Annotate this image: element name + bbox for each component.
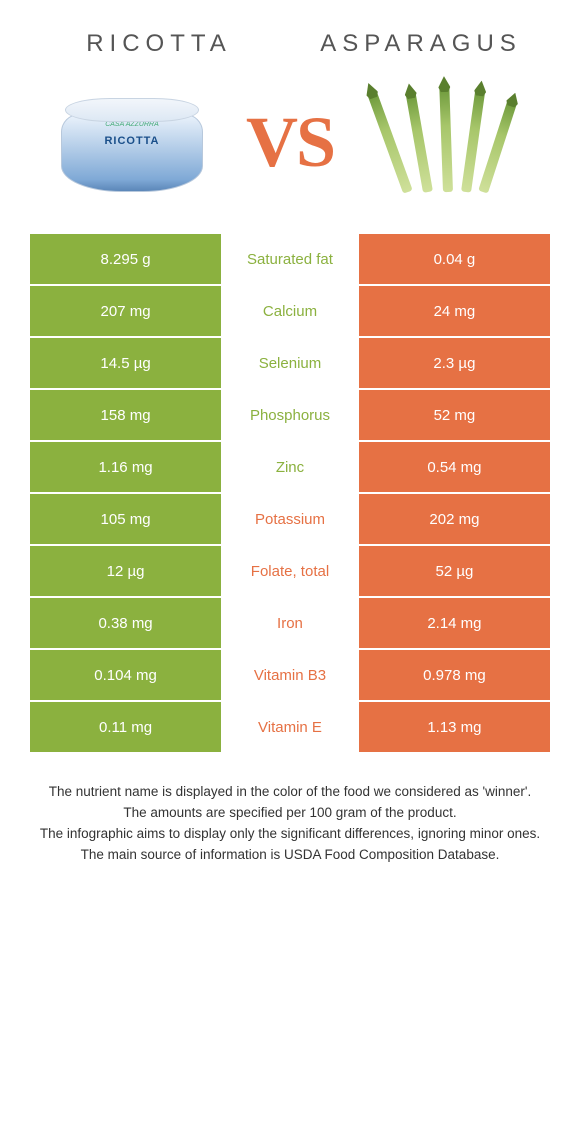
value-right: 0.04 g — [358, 233, 551, 285]
tub-label: RICOTTA — [62, 135, 202, 147]
nutrient-name: Potassium — [222, 493, 358, 545]
value-left: 158 mg — [29, 389, 222, 441]
table-row: 0.104 mgVitamin B30.978 mg — [29, 649, 551, 701]
value-left: 8.295 g — [29, 233, 222, 285]
value-left: 0.11 mg — [29, 701, 222, 753]
table-row: 0.11 mgVitamin E1.13 mg — [29, 701, 551, 753]
value-right: 2.14 mg — [358, 597, 551, 649]
nutrient-name: Vitamin E — [222, 701, 358, 753]
asparagus-image — [344, 82, 552, 202]
footer-line: The amounts are specified per 100 gram o… — [32, 803, 548, 824]
nutrient-name: Selenium — [222, 337, 358, 389]
nutrient-name: Folate, total — [222, 545, 358, 597]
nutrient-name: Iron — [222, 597, 358, 649]
footer-notes: The nutrient name is displayed in the co… — [28, 782, 552, 866]
table-row: 105 mgPotassium202 mg — [29, 493, 551, 545]
value-right: 52 mg — [358, 389, 551, 441]
table-row: 1.16 mgZinc0.54 mg — [29, 441, 551, 493]
nutrient-name: Calcium — [222, 285, 358, 337]
table-row: 207 mgCalcium24 mg — [29, 285, 551, 337]
nutrient-name: Saturated fat — [222, 233, 358, 285]
title-left: RICOTTA — [28, 30, 290, 58]
value-right: 52 µg — [358, 545, 551, 597]
value-left: 12 µg — [29, 545, 222, 597]
table-row: 14.5 µgSelenium2.3 µg — [29, 337, 551, 389]
value-right: 2.3 µg — [358, 337, 551, 389]
vs-label: VS — [246, 101, 334, 184]
footer-line: The infographic aims to display only the… — [32, 824, 548, 845]
value-right: 0.978 mg — [358, 649, 551, 701]
title-right: ASPARAGUS — [290, 30, 552, 58]
value-left: 14.5 µg — [29, 337, 222, 389]
nutrient-name: Zinc — [222, 441, 358, 493]
footer-line: The nutrient name is displayed in the co… — [32, 782, 548, 803]
value-right: 1.13 mg — [358, 701, 551, 753]
value-right: 24 mg — [358, 285, 551, 337]
table-row: 158 mgPhosphorus52 mg — [29, 389, 551, 441]
nutrient-name: Vitamin B3 — [222, 649, 358, 701]
table-row: 12 µgFolate, total52 µg — [29, 545, 551, 597]
footer-line: The main source of information is USDA F… — [32, 845, 548, 866]
value-left: 0.38 mg — [29, 597, 222, 649]
nutrient-name: Phosphorus — [222, 389, 358, 441]
table-row: 8.295 gSaturated fat0.04 g — [29, 233, 551, 285]
table-body: 8.295 gSaturated fat0.04 g207 mgCalcium2… — [29, 233, 551, 753]
comparison-table: 8.295 gSaturated fat0.04 g207 mgCalcium2… — [28, 232, 552, 754]
table-row: 0.38 mgIron2.14 mg — [29, 597, 551, 649]
value-left: 0.104 mg — [29, 649, 222, 701]
value-right: 0.54 mg — [358, 441, 551, 493]
ricotta-image: CASA AZZURRA RICOTTA — [28, 92, 236, 192]
value-left: 105 mg — [29, 493, 222, 545]
titles-row: RICOTTA ASPARAGUS — [28, 30, 552, 58]
tub-brand: CASA AZZURRA — [62, 121, 202, 128]
value-right: 202 mg — [358, 493, 551, 545]
value-left: 207 mg — [29, 285, 222, 337]
hero-row: CASA AZZURRA RICOTTA VS — [28, 82, 552, 202]
infographic-root: RICOTTA ASPARAGUS CASA AZZURRA RICOTTA V… — [0, 0, 580, 886]
value-left: 1.16 mg — [29, 441, 222, 493]
